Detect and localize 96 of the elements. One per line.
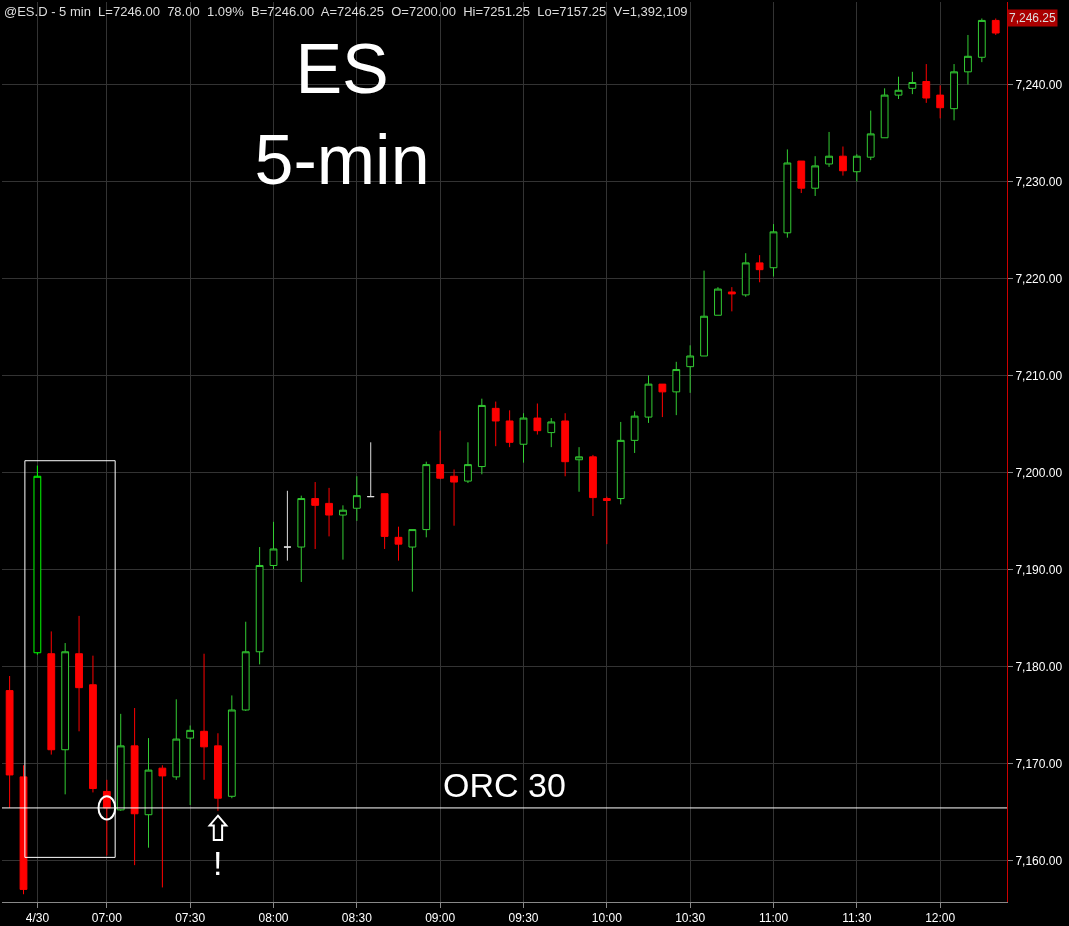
candlestick xyxy=(325,487,333,537)
candlestick xyxy=(394,526,403,562)
candlestick xyxy=(255,546,264,665)
candlestick xyxy=(741,252,750,298)
text: 7,246.25 xyxy=(1009,11,1057,25)
candlestick xyxy=(477,398,486,475)
candlestick xyxy=(352,475,361,522)
candlestick xyxy=(700,270,708,357)
candlestick xyxy=(283,490,292,562)
candlestick xyxy=(533,403,542,436)
candlestick xyxy=(936,84,945,119)
candlestick xyxy=(186,724,195,806)
candlestick xyxy=(311,481,320,550)
candlestick xyxy=(769,223,778,277)
x-tick-label: 07:30 xyxy=(175,911,206,926)
candlestick xyxy=(5,675,14,809)
candlestick xyxy=(602,496,611,545)
candlestick xyxy=(672,361,681,416)
candlestick xyxy=(561,412,570,477)
y-tick-label: 7,230.00 xyxy=(1015,174,1063,189)
y-tick-label: 7,200.00 xyxy=(1015,465,1063,480)
candlestick xyxy=(950,63,958,121)
candlestick xyxy=(589,454,597,517)
candlestick xyxy=(880,87,889,139)
candlestick xyxy=(908,71,917,95)
x-tick-label: 09:00 xyxy=(425,911,456,926)
candlestick xyxy=(852,153,861,182)
candlestick xyxy=(269,521,278,570)
candlestick xyxy=(339,504,347,561)
y-tick-label: 7,220.00 xyxy=(1015,271,1063,286)
candlestick xyxy=(686,344,695,394)
candlestick xyxy=(519,412,528,464)
x-tick-label: 08:00 xyxy=(258,911,289,926)
candlestick xyxy=(33,465,42,656)
candlestick xyxy=(839,146,847,177)
candlestick xyxy=(297,495,306,583)
y-tick-label: 7,180.00 xyxy=(1015,659,1063,674)
y-tick-label: 7,190.00 xyxy=(1015,562,1063,577)
candlestick xyxy=(616,421,625,505)
candlestick xyxy=(130,707,139,866)
annotation: @ES.D - 5 min L=7246.00 78.00 1.09% B=7246.00 A=7246.25 O=7200.00 Hi=7251.25 Lo=7157.25 V=1,392,109 xyxy=(4,4,688,19)
candlestick xyxy=(214,732,222,812)
candlestick xyxy=(977,17,986,63)
candlestick xyxy=(172,698,181,781)
candlestick xyxy=(964,34,972,85)
candlestick xyxy=(825,131,833,168)
candlestick xyxy=(422,461,431,538)
candlestick xyxy=(811,155,820,197)
candlestick xyxy=(158,764,167,888)
x-tick-label: 07:00 xyxy=(91,911,123,926)
y-tick-label: 7,160.00 xyxy=(1015,853,1063,868)
candlestick xyxy=(505,409,514,448)
y-tick-label: 7,210.00 xyxy=(1015,368,1063,383)
candlestick xyxy=(727,286,736,312)
candlestick xyxy=(450,468,458,527)
candlestick xyxy=(200,653,208,781)
x-tick-label: 11:00 xyxy=(758,911,789,926)
candlestick xyxy=(922,63,931,104)
candlestick xyxy=(866,110,875,161)
candlestick xyxy=(547,417,556,448)
candlestick xyxy=(991,17,1000,36)
ref-line-label: ORC 30 xyxy=(443,766,566,804)
x-tick-label: 10:30 xyxy=(675,911,706,926)
x-tick-label: 4/30 xyxy=(25,911,50,926)
candlestick xyxy=(491,401,500,447)
x-tick-label: 11:30 xyxy=(842,911,872,926)
x-tick-label: 10:00 xyxy=(591,911,623,926)
candlestick xyxy=(144,737,153,849)
candlestick xyxy=(116,713,125,812)
y-tick-label: 7,240.00 xyxy=(1015,77,1063,92)
candlestick xyxy=(755,254,764,283)
candlestick xyxy=(575,446,583,493)
candlestick xyxy=(783,148,792,239)
annotation: ! xyxy=(213,844,223,882)
y-tick-label: 7,170.00 xyxy=(1015,756,1063,771)
candlestick xyxy=(630,410,639,454)
candlestick xyxy=(380,493,389,550)
x-tick-label: 08:30 xyxy=(341,911,373,926)
candlestick xyxy=(714,286,722,316)
x-tick-label: 12:00 xyxy=(925,911,956,926)
candlestick xyxy=(47,630,56,756)
candlestick xyxy=(894,76,903,100)
candlestick xyxy=(658,383,667,418)
candlestick xyxy=(241,621,250,712)
text: ES 5-min xyxy=(254,29,430,199)
candlestick xyxy=(75,615,83,732)
x-tick-label: 09:30 xyxy=(508,911,539,926)
candlestick xyxy=(61,642,70,795)
candlestick xyxy=(797,160,806,194)
candlestick xyxy=(644,374,653,424)
candlestick xyxy=(464,441,472,484)
candlestick xyxy=(89,655,97,793)
candlestick xyxy=(436,430,445,480)
candlestick xyxy=(408,529,417,593)
candlestick xyxy=(227,694,236,799)
candlestick xyxy=(366,441,375,498)
